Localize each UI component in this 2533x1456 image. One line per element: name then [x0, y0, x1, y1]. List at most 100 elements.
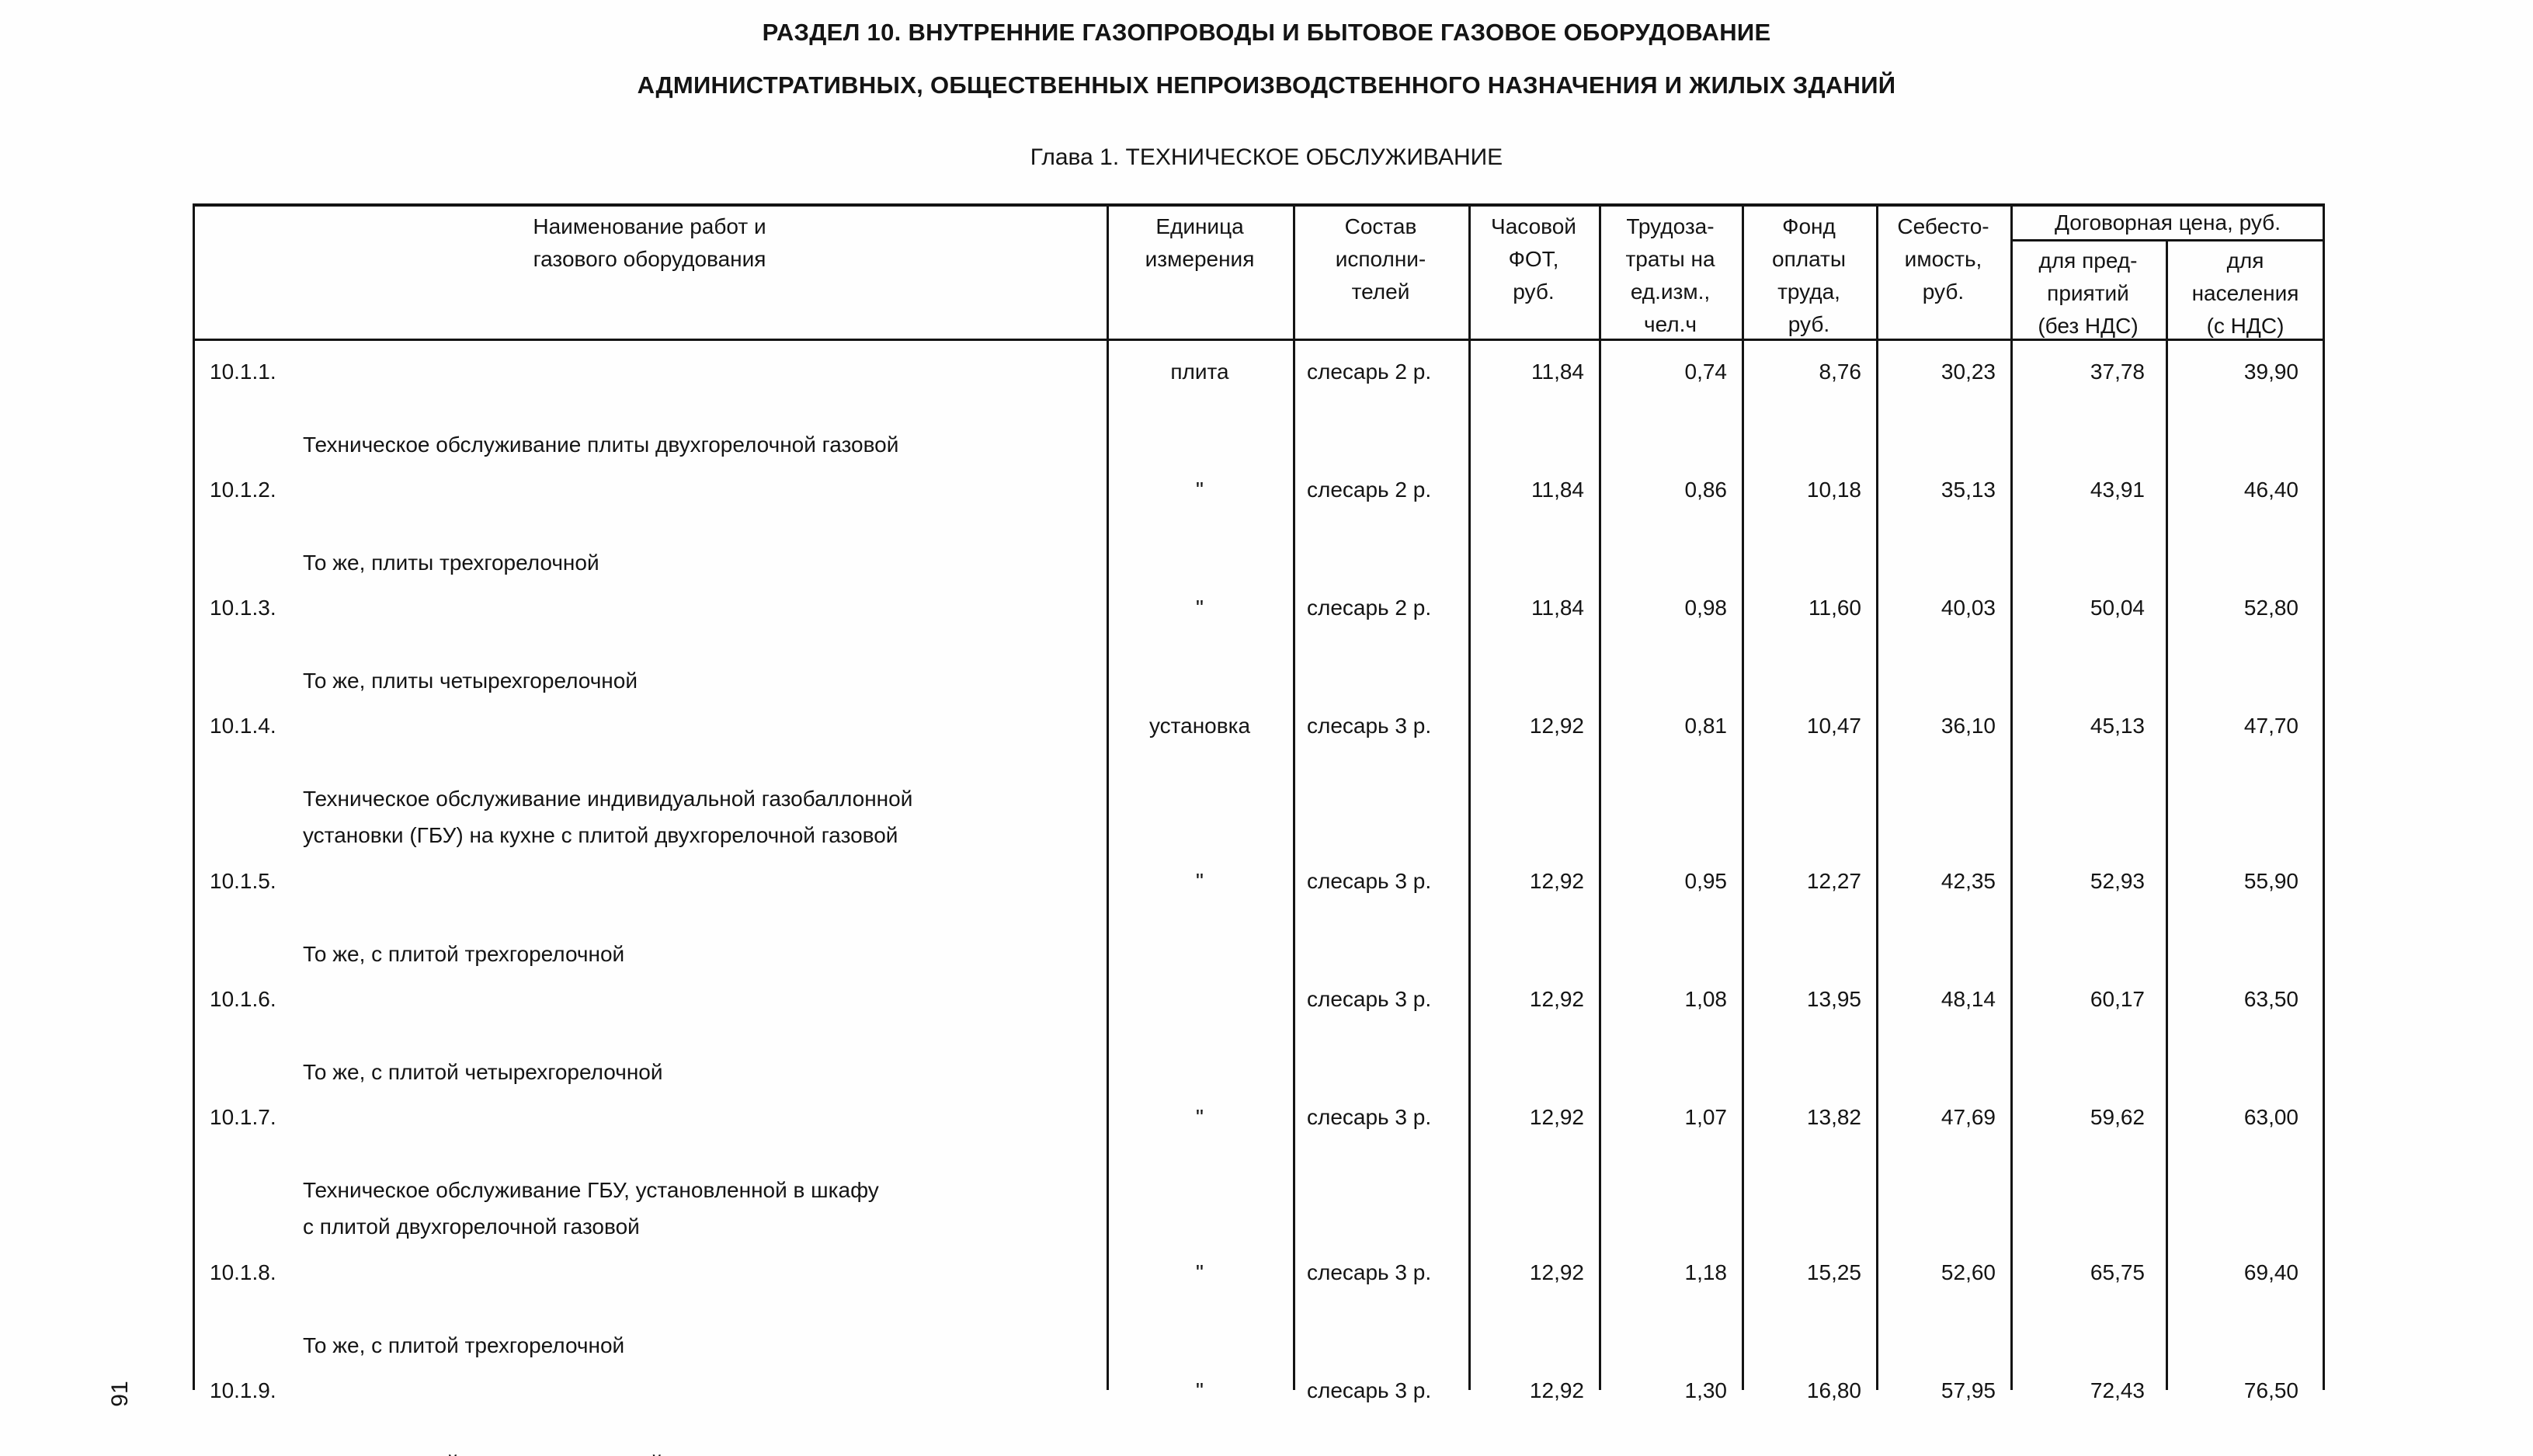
crew-cell: слесарь 2 р.: [1307, 596, 1432, 620]
hourly-fot-cell: 12,92: [1529, 987, 1584, 1011]
cost-cell: 35,13: [1941, 478, 1996, 502]
cost-cell: 48,14: [1941, 987, 1996, 1011]
unit-cell: плита: [1170, 360, 1229, 384]
table-left-border: [193, 207, 195, 1390]
header-hourly-fot: Часовой ФОТ, руб.: [1491, 214, 1576, 304]
cost-cell: 36,10: [1941, 714, 1996, 738]
price-enterprises-cell: 72,43: [2090, 1378, 2145, 1402]
page-number: 91: [107, 1381, 133, 1407]
header-price-population: для населения (с НДС): [2191, 248, 2299, 338]
price-population-cell: 63,00: [2243, 1105, 2298, 1129]
hourly-fot-cell: 11,84: [1531, 596, 1584, 620]
header-work-name: Наименование работ и газового оборудован…: [533, 214, 766, 271]
row-number: 10.1.6.: [210, 987, 276, 1011]
hourly-fot-cell: 11,84: [1531, 360, 1584, 384]
column-divider: [1876, 207, 1878, 1390]
labor-cell: 0,74: [1684, 360, 1728, 384]
row-number: 10.1.8.: [210, 1260, 276, 1284]
wage-fund-cell: 10,18: [1806, 478, 1861, 502]
work-name-cell: 10.1.3. То же, плиты четырехгорелочной: [193, 589, 1107, 699]
section-title-line1: РАЗДЕЛ 10. ВНУТРЕННИЕ ГАЗОПРОВОДЫ И БЫТО…: [762, 19, 1771, 46]
header-crew: Состав исполни- телей: [1335, 214, 1426, 304]
row-number: 10.1.4.: [210, 714, 276, 738]
price-population-cell: 76,50: [2243, 1378, 2298, 1402]
work-name-cell: 10.1.1. Техническое обслуживание плиты д…: [193, 353, 1107, 463]
work-name-cell: 10.1.5. То же, с плитой трехгорелочной: [193, 863, 1107, 972]
work-name: То же, с плитой четырехгорелочной: [303, 1060, 663, 1084]
hourly-fot-cell: 12,92: [1529, 1105, 1584, 1129]
work-name: Техническое обслуживание плиты двухгорел…: [303, 433, 899, 457]
unit-cell: ": [1196, 869, 1204, 893]
cost-cell: 30,23: [1941, 360, 1996, 384]
work-name-cell: 10.1.2. То же, плиты трехгорелочной: [193, 471, 1107, 581]
header-contract-price-group: Договорная цена, руб. для пред- приятий …: [2010, 207, 2325, 339]
wage-fund-cell: 13,95: [1806, 987, 1861, 1011]
price-population-cell: 39,90: [2243, 360, 2298, 384]
row-number: 10.1.7.: [210, 1105, 276, 1129]
work-name: То же, плиты четырехгорелочной: [303, 669, 638, 693]
row-number: 10.1.1.: [210, 360, 276, 384]
unit-cell: ": [1196, 596, 1204, 620]
wage-fund-cell: 16,80: [1806, 1378, 1861, 1402]
crew-cell: слесарь 3 р.: [1307, 987, 1432, 1011]
contract-price-subdivider: [2166, 239, 2168, 1390]
section-title-line2: АДМИНИСТРАТИВНЫХ, ОБЩЕСТВЕННЫХ НЕПРОИЗВО…: [637, 71, 1896, 99]
wage-fund-cell: 11,60: [1809, 596, 1861, 620]
table-body: 10.1.1. Техническое обслуживание плиты д…: [193, 341, 2325, 1456]
table-right-border: [2323, 207, 2325, 1390]
table-row: 10.1.4. Техническое обслуживание индивид…: [193, 707, 2325, 853]
row-number: 10.1.5.: [210, 869, 276, 893]
work-name: То же, с плитой трехгорелочной: [303, 1333, 625, 1357]
wage-fund-cell: 10,47: [1806, 714, 1861, 738]
work-name: То же, с плитой трехгорелочной: [303, 942, 625, 966]
labor-cell: 1,18: [1684, 1260, 1728, 1284]
price-population-cell: 63,50: [2243, 987, 2298, 1011]
column-divider: [2010, 207, 2013, 1390]
row-number: 10.1.9.: [210, 1378, 276, 1402]
labor-cell: 0,95: [1684, 869, 1728, 893]
column-divider: [1293, 207, 1295, 1390]
column-divider: [1468, 207, 1471, 1390]
price-population-cell: 52,80: [2243, 596, 2298, 620]
cost-cell: 40,03: [1941, 596, 1996, 620]
price-enterprises-cell: 52,93: [2090, 869, 2145, 893]
table-row: 10.1.3. То же, плиты четырехгорелочной "…: [193, 589, 2325, 699]
table-row: 10.1.9. То же, с плитой четырехгорелочно…: [193, 1372, 2325, 1456]
column-divider: [1742, 207, 1744, 1390]
unit-cell: установка: [1148, 714, 1251, 738]
price-enterprises-cell: 59,62: [2090, 1105, 2145, 1129]
unit-cell: ": [1196, 1378, 1204, 1402]
labor-cell: 1,30: [1684, 1378, 1728, 1402]
header-wage-fund: Фонд оплаты труда, руб.: [1772, 214, 1846, 336]
crew-cell: слесарь 3 р.: [1307, 1378, 1432, 1402]
price-population-cell: 69,40: [2243, 1260, 2298, 1284]
price-enterprises-cell: 50,04: [2090, 596, 2145, 620]
work-name: Техническое обслуживание ГБУ, установлен…: [303, 1178, 879, 1239]
cost-cell: 47,69: [1941, 1105, 1996, 1129]
crew-cell: слесарь 3 р.: [1307, 869, 1432, 893]
header-price-enterprises: для пред- приятий (без НДС): [2038, 248, 2139, 338]
unit-cell: ": [1196, 1105, 1204, 1129]
work-name: То же, плиты трехгорелочной: [303, 551, 599, 575]
header-contract-price: Договорная цена, руб.: [2010, 207, 2325, 242]
cost-cell: 57,95: [1941, 1378, 1996, 1402]
cost-cell: 52,60: [1941, 1260, 1996, 1284]
work-name-cell: 10.1.4. Техническое обслуживание индивид…: [193, 707, 1107, 853]
wage-fund-cell: 15,25: [1806, 1260, 1861, 1284]
hourly-fot-cell: 11,84: [1531, 478, 1584, 502]
table-row: 10.1.7. Техническое обслуживание ГБУ, ус…: [193, 1099, 2325, 1245]
labor-cell: 0,98: [1684, 596, 1728, 620]
work-name-cell: 10.1.8. То же, с плитой трехгорелочной: [193, 1254, 1107, 1364]
unit-cell: ": [1196, 478, 1204, 502]
hourly-fot-cell: 12,92: [1529, 714, 1584, 738]
price-enterprises-cell: 37,78: [2090, 360, 2145, 384]
table-row: 10.1.2. То же, плиты трехгорелочной " сл…: [193, 471, 2325, 581]
unit-cell: [1107, 981, 1293, 1090]
crew-cell: слесарь 3 р.: [1307, 714, 1432, 738]
price-enterprises-cell: 65,75: [2090, 1260, 2145, 1284]
price-enterprises-cell: 45,13: [2090, 714, 2145, 738]
wage-fund-cell: 13,82: [1806, 1105, 1861, 1129]
labor-cell: 1,07: [1684, 1105, 1728, 1129]
crew-cell: слесарь 2 р.: [1307, 360, 1432, 384]
